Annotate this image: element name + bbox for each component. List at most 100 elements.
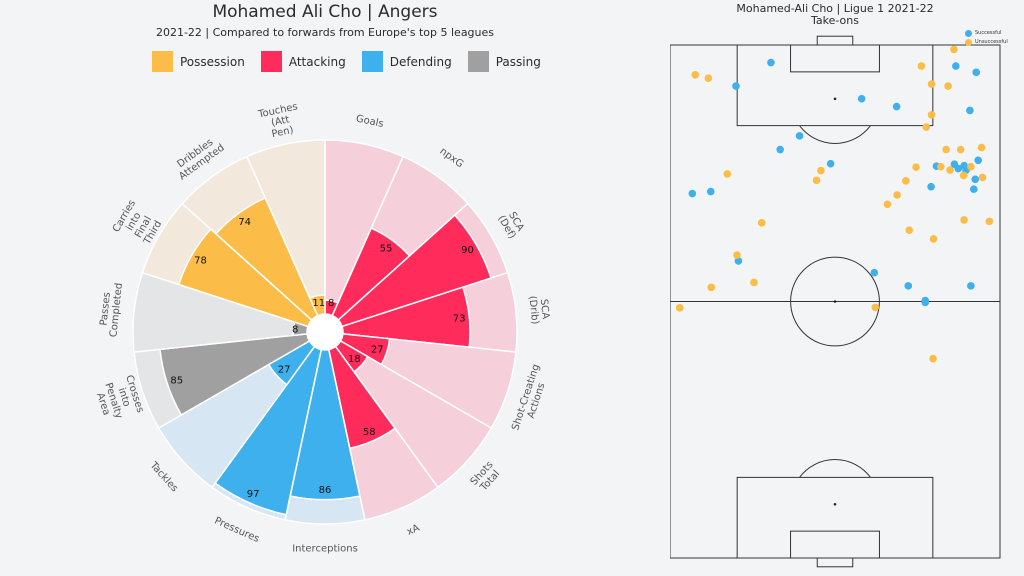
value-label-crosses-into-penalty-area: 85 <box>170 376 183 387</box>
category-label-sca-drib: SCA(Drib) <box>526 294 551 325</box>
value-label-pressures: 97 <box>247 489 260 500</box>
take-on-successful-5 <box>892 102 901 111</box>
take-on-successful-20 <box>688 189 697 198</box>
take-on-unsuccessful-23 <box>757 219 766 227</box>
category-label-xa: xA <box>405 523 421 538</box>
take-on-successful-2 <box>972 68 981 77</box>
take-on-successful-18 <box>969 185 978 193</box>
take-on-successful-21 <box>734 257 743 265</box>
category-label-npxg: npxG <box>437 146 465 170</box>
take-on-unsuccessful-18 <box>812 176 821 185</box>
penalty-spot-top <box>833 97 837 101</box>
pitch-legend-label-unsuccessful: Unsuccessful <box>975 39 1008 45</box>
pitch-legend-successful: Successful <box>965 29 1008 38</box>
take-on-unsuccessful-11 <box>912 163 920 171</box>
pitch-legend-dot-successful <box>965 30 972 37</box>
value-label-dribbles-attempted: 74 <box>238 217 251 228</box>
category-label-shot-creating-actions: Shot-CreatingActions <box>510 363 552 435</box>
pitch-legend: Successful Unsuccessful <box>965 29 1008 47</box>
legend-label-passing: Passing <box>495 54 541 69</box>
take-on-unsuccessful-27 <box>985 217 994 226</box>
penalty-box-top <box>736 44 934 127</box>
category-label-goals: Goals <box>355 113 385 130</box>
take-on-unsuccessful-21 <box>893 191 901 199</box>
penalty-arc-bottom <box>799 459 871 478</box>
take-on-unsuccessful-16 <box>959 171 968 180</box>
value-label-tackles: 27 <box>278 364 291 375</box>
take-on-successful-17 <box>927 182 935 191</box>
take-on-successful-24 <box>967 282 975 290</box>
take-on-unsuccessful-8 <box>942 145 950 154</box>
legend-item-defending: Defending <box>361 51 452 72</box>
take-on-successful-0 <box>767 58 775 67</box>
legend-item-possession: Possession <box>152 51 245 72</box>
take-on-successful-9 <box>826 159 835 168</box>
take-on-unsuccessful-7 <box>922 123 931 131</box>
take-on-unsuccessful-30 <box>707 283 716 292</box>
take-on-successful-16 <box>971 175 980 184</box>
value-label-passes-completed: 8 <box>292 324 298 335</box>
value-label-carries-into-final-third: 78 <box>194 256 207 267</box>
pitch-subtitle: Take-ons <box>811 14 859 27</box>
penalty-spot-bottom <box>833 502 837 506</box>
center-spot <box>833 300 837 303</box>
take-on-successful-7 <box>795 132 804 140</box>
take-on-unsuccessful-0 <box>691 71 700 79</box>
value-label-sca-def: 90 <box>461 245 474 256</box>
take-on-successful-3 <box>732 82 740 90</box>
pitch-legend-unsuccessful: Unsuccessful <box>965 38 1008 47</box>
category-label-interceptions: Interceptions <box>292 544 358 555</box>
legend-label-defending: Defending <box>389 54 452 69</box>
take-on-successful-4 <box>857 94 866 103</box>
pitch-legend-label-successful: Successful <box>975 30 1002 36</box>
value-label-npxg: 55 <box>380 244 393 255</box>
radar-subtitle: 2021-22 | Compared to forwards from Euro… <box>155 26 495 39</box>
center-hole <box>307 314 343 350</box>
value-label-shots-total: 18 <box>348 354 361 365</box>
take-on-unsuccessful-19 <box>723 170 732 178</box>
goal-bottom <box>816 557 854 568</box>
take-on-unsuccessful-28 <box>733 251 741 259</box>
take-on-successful-22 <box>870 268 879 277</box>
category-label-tackles: Tackles <box>147 459 180 494</box>
penalty-arc-top <box>799 125 871 144</box>
take-on-unsuccessful-10 <box>977 143 986 152</box>
take-on-unsuccessful-6 <box>927 111 936 119</box>
take-on-unsuccessful-24 <box>905 226 914 234</box>
legend-item-attacking: Attacking <box>260 51 346 72</box>
take-on-unsuccessful-3 <box>927 80 936 88</box>
take-on-unsuccessful-1 <box>704 74 713 83</box>
category-label-touches-att-pen: Touches(AttPen) <box>256 101 303 142</box>
take-on-successful-15 <box>974 156 982 165</box>
take-on-unsuccessful-32 <box>675 304 684 312</box>
take-on-successful-6 <box>966 106 974 115</box>
value-label-interceptions: 86 <box>319 485 332 496</box>
category-label-crosses-into-penalty-area: CrossesintoPenaltyArea <box>92 374 146 424</box>
center-circle <box>790 256 880 347</box>
category-label-shots-total: ShotsTotal <box>469 459 504 494</box>
take-on-unsuccessful-26 <box>960 216 968 224</box>
take-on-unsuccessful-17 <box>817 166 825 175</box>
take-on-unsuccessful-22 <box>883 200 892 209</box>
legend-swatch-defending <box>361 51 383 72</box>
take-on-successful-23 <box>904 282 913 290</box>
take-on-unsuccessful-31 <box>871 303 880 312</box>
legend-swatch-passing <box>467 51 489 72</box>
six-yard-box-bottom <box>790 530 880 559</box>
six-yard-box-top <box>790 44 880 73</box>
legend-swatch-possession <box>152 51 173 72</box>
legend-item-passing: Passing <box>467 51 541 72</box>
take-on-unsuccessful-14 <box>967 162 975 171</box>
take-on-successful-1 <box>952 62 960 70</box>
take-on-unsuccessful-9 <box>956 145 965 154</box>
legend-swatch-attacking <box>260 51 282 72</box>
take-on-unsuccessful-25 <box>929 235 938 243</box>
category-label-pressures: Pressures <box>213 515 261 545</box>
take-on-unsuccessful-29 <box>750 278 758 287</box>
pitch-title: Mohamed-Ali Cho | Ligue 1 2021-22 <box>736 2 934 15</box>
radar-legend: Possession Attacking Defending Passing <box>152 51 557 72</box>
take-on-unsuccessful-20 <box>902 177 910 185</box>
radar-title: Mohamed Ali Cho | Angers <box>212 2 438 22</box>
value-label-touches-att-pen: 11 <box>312 298 325 309</box>
take-on-unsuccessful-4 <box>944 82 952 90</box>
